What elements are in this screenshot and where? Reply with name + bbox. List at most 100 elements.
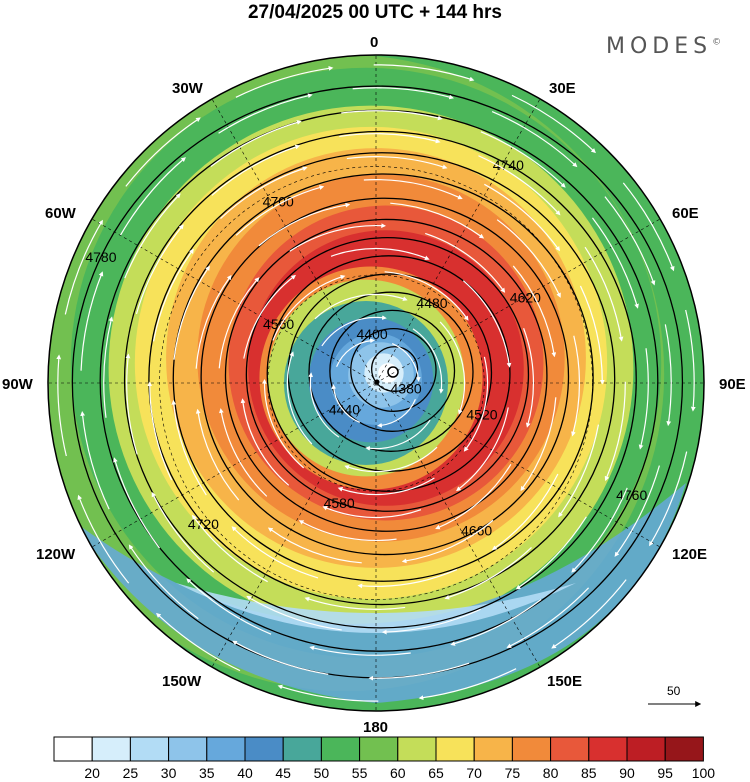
- colorbar-swatch: [550, 736, 590, 762]
- streamline: [604, 381, 626, 482]
- streamline: [591, 217, 639, 309]
- meridian: [375, 98, 541, 384]
- streamline: [262, 378, 305, 469]
- contour-label: 4620: [510, 289, 541, 305]
- contour-line: [172, 173, 594, 582]
- streamline: [344, 446, 438, 473]
- colorbar-tick-label: 40: [237, 765, 253, 781]
- colorbar-tick-label: 90: [619, 765, 635, 781]
- streamline: [258, 202, 351, 247]
- streamline: [336, 338, 375, 368]
- streamline: [346, 156, 448, 170]
- contour-label: 4520: [466, 406, 497, 422]
- wind-scale-label: 50: [667, 684, 681, 698]
- streamline: [235, 65, 334, 98]
- streamline: [337, 477, 435, 496]
- lon-label-60w: 60W: [45, 205, 76, 222]
- contour-label: 4780: [85, 249, 116, 265]
- streamline: [330, 247, 430, 261]
- streamline: [289, 223, 387, 252]
- lon-label-60e: 60E: [672, 205, 699, 222]
- streamline: [352, 87, 454, 100]
- colorbar-tick-label: 65: [428, 765, 444, 781]
- streamline: [308, 372, 340, 438]
- lon-label-0: 0: [370, 34, 379, 51]
- streamline: [373, 64, 475, 82]
- contour-label: 4760: [616, 487, 647, 503]
- contour-line: [370, 346, 419, 392]
- lon-label-150w: 150W: [162, 673, 202, 690]
- colorbar-tick-label: 80: [542, 765, 559, 781]
- colorbar-swatch: [53, 736, 93, 762]
- streamline: [120, 157, 186, 236]
- streamline: [56, 354, 67, 457]
- colorbar-tick-label: 85: [581, 765, 597, 781]
- contour-label: 4700: [263, 193, 294, 209]
- lon-label-120w: 120W: [36, 546, 76, 563]
- colorbar-swatch: [244, 736, 284, 762]
- streamline: [450, 598, 542, 646]
- streamline: [125, 353, 138, 455]
- streamline: [321, 315, 387, 347]
- contour-line: [245, 236, 530, 512]
- streamline: [156, 612, 241, 672]
- colorbar-tick-label: 95: [657, 765, 673, 781]
- lon-label-90w: 90W: [2, 376, 33, 393]
- streamline: [523, 328, 535, 428]
- meridian: [375, 218, 661, 384]
- streamline: [515, 516, 587, 590]
- meridian: [211, 382, 377, 668]
- colorbar-tick-label: 100: [691, 765, 716, 781]
- colorbar-swatch: [168, 736, 208, 762]
- streamline: [277, 684, 379, 702]
- colorbar-tick-label: 45: [275, 765, 291, 781]
- streamline: [491, 111, 578, 168]
- contour-line: [350, 327, 437, 412]
- contour-line: [329, 309, 456, 432]
- contour-label: 4480: [416, 295, 447, 311]
- streamline: [77, 494, 130, 584]
- contour-line: [224, 218, 548, 532]
- streamline: [551, 579, 627, 649]
- streamline: [480, 131, 566, 188]
- lon-label-30w: 30W: [172, 80, 203, 97]
- streamline: [638, 348, 649, 450]
- streamline: [584, 246, 624, 342]
- streamline: [219, 408, 268, 497]
- streamline: [195, 408, 240, 501]
- streamline: [240, 398, 290, 486]
- streamline: [125, 117, 201, 187]
- streamline: [218, 277, 260, 369]
- streamline: [186, 578, 272, 635]
- streamline: [171, 399, 207, 496]
- streamline: [357, 569, 458, 589]
- streamline: [484, 183, 561, 252]
- streamline: [377, 398, 416, 428]
- contour-line: [308, 291, 474, 452]
- streamline: [664, 324, 672, 427]
- streamline: [412, 328, 444, 394]
- contour-line: [148, 152, 616, 606]
- streamline: [286, 351, 313, 445]
- streamline: [685, 309, 696, 412]
- lon-label-180: 180: [363, 719, 389, 736]
- streamline: [365, 419, 431, 451]
- streamline: [231, 526, 319, 579]
- streamline: [272, 274, 346, 341]
- streamline: [439, 321, 466, 415]
- streamline: [444, 547, 532, 600]
- colorbar-swatch: [91, 736, 131, 762]
- meridian: [211, 98, 377, 384]
- streamline: [304, 596, 406, 610]
- streamline: [267, 527, 362, 564]
- streamline: [478, 155, 561, 216]
- streamline: [235, 185, 325, 236]
- colorbar-tick-label: 30: [160, 765, 177, 781]
- streamline: [390, 202, 485, 239]
- contour-line: [266, 255, 511, 492]
- streamline: [331, 384, 361, 423]
- pole-marker: [374, 379, 380, 385]
- streamline: [210, 120, 302, 168]
- streamline: [463, 356, 489, 452]
- colorbar: [53, 736, 704, 762]
